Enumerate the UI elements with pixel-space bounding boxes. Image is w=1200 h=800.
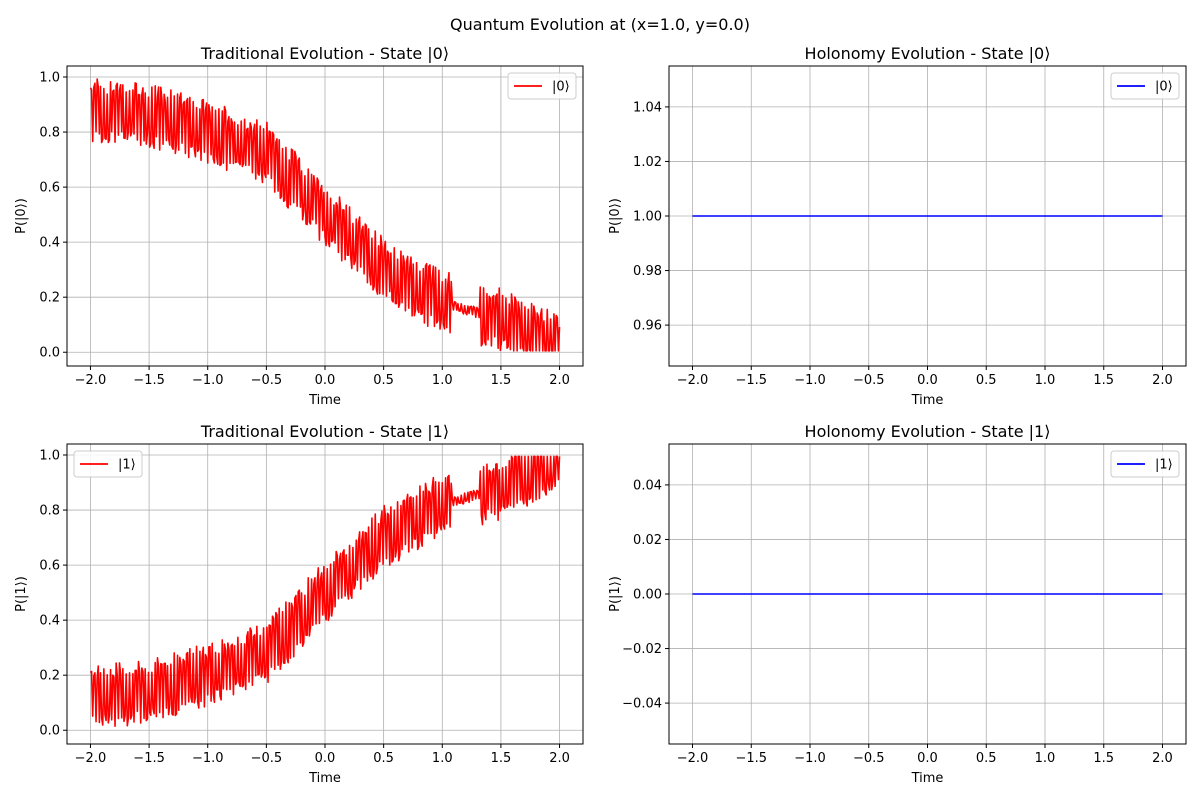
y-tick-label: 0.04 — [633, 478, 662, 493]
legend: |1⟩ — [1110, 450, 1180, 478]
y-axis-label: P(|0⟩) — [608, 198, 623, 234]
y-tick-label: 0.02 — [633, 533, 662, 548]
y-tick-label: 0.2 — [39, 669, 60, 684]
x-tick-label: −1.5 — [133, 751, 165, 766]
subplot-1: −2.0 −1.5 −1.0 −0.5 0.0 0.5 1.0 1.5 2.0 0.0 0.2 0.4… — [14, 44, 584, 408]
legend-label: |0⟩ — [552, 80, 570, 95]
x-tick-label: 0.5 — [373, 751, 394, 766]
x-tick-label: −1.5 — [735, 751, 767, 766]
subplot-title: Holonomy Evolution - State |0⟩ — [805, 44, 1051, 63]
x-tick-label: −1.0 — [794, 373, 826, 388]
y-tick-label: −0.02 — [622, 642, 662, 657]
x-tick-label: 1.5 — [1093, 373, 1114, 388]
y-tick-label: 0.8 — [39, 126, 60, 141]
x-axis-label: Time — [308, 393, 341, 408]
x-tick-label: 2.0 — [1152, 751, 1173, 766]
x-tick-label: −2.0 — [677, 751, 709, 766]
x-tick-label: −2.0 — [677, 373, 709, 388]
x-tick-label: 0.0 — [315, 751, 336, 766]
x-tick-label: 1.5 — [1093, 751, 1114, 766]
y-tick-label: 0.6 — [39, 181, 60, 196]
y-tick-label: 0.00 — [633, 588, 662, 603]
x-tick-label: 1.0 — [1035, 751, 1056, 766]
x-tick-label: 1.0 — [432, 373, 453, 388]
x-axis-label: Time — [911, 393, 944, 408]
x-tick-label: −0.5 — [251, 373, 283, 388]
series-line-1 — [89, 455, 561, 727]
legend: |0⟩ — [507, 72, 577, 100]
legend-label: |1⟩ — [118, 458, 136, 473]
legend-label: |1⟩ — [1155, 458, 1173, 473]
y-tick-label: −0.04 — [622, 697, 662, 712]
x-tick-label: −1.0 — [192, 373, 224, 388]
y-tick-label: 1.02 — [633, 155, 662, 170]
subplot-title: Holonomy Evolution - State |1⟩ — [805, 422, 1051, 441]
x-tick-label: −0.5 — [251, 751, 283, 766]
x-tick-label: −1.0 — [794, 751, 826, 766]
x-tick-label: 1.5 — [491, 373, 512, 388]
x-tick-label: 1.5 — [491, 751, 512, 766]
x-tick-label: −1.0 — [192, 751, 224, 766]
y-tick-label: 0.96 — [633, 319, 662, 334]
x-tick-label: −0.5 — [853, 373, 885, 388]
x-tick-label: 2.0 — [1152, 373, 1173, 388]
y-axis-label: P(|1⟩) — [14, 576, 29, 612]
x-tick-label: 0.0 — [917, 751, 938, 766]
x-tick-label: 2.0 — [549, 751, 570, 766]
subplot-3: −2.0 −1.5 −1.0 −0.5 0.0 0.5 1.0 1.5 2.0 0.0 0.2 0.4… — [14, 422, 584, 786]
subplot-2: −2.0 −1.5 −1.0 −0.5 0.0 0.5 1.0 1.5 2.0 0.96 0.98 1… — [608, 44, 1187, 408]
y-tick-label: 0.2 — [39, 291, 60, 306]
figure-suptitle: Quantum Evolution at (x=1.0, y=0.0) — [450, 15, 750, 34]
legend-label: |0⟩ — [1155, 80, 1173, 95]
x-axis-label: Time — [308, 771, 341, 786]
x-tick-label: −0.5 — [853, 751, 885, 766]
y-tick-label: 1.04 — [633, 100, 662, 115]
y-tick-label: 1.0 — [39, 449, 60, 464]
x-tick-label: 1.0 — [1035, 373, 1056, 388]
x-tick-label: −1.5 — [735, 373, 767, 388]
x-tick-label: 0.0 — [917, 373, 938, 388]
x-tick-label: −1.5 — [133, 373, 165, 388]
x-tick-label: 0.5 — [373, 373, 394, 388]
y-tick-label: 0.8 — [39, 504, 60, 519]
y-tick-label: 1.00 — [633, 210, 662, 225]
y-tick-label: 0.4 — [39, 614, 60, 629]
subplot-4: −2.0 −1.5 −1.0 −0.5 0.0 0.5 1.0 1.5 2.0 −0.04 −0.0… — [608, 422, 1187, 786]
x-tick-label: 2.0 — [549, 373, 570, 388]
subplot-title: Traditional Evolution - State |0⟩ — [200, 44, 449, 63]
x-tick-label: 0.0 — [315, 373, 336, 388]
x-tick-label: 1.0 — [432, 751, 453, 766]
y-axis-label: P(|1⟩) — [608, 576, 623, 612]
y-tick-label: 0.98 — [633, 264, 662, 279]
x-tick-label: −2.0 — [75, 373, 107, 388]
legend: |1⟩ — [73, 450, 143, 478]
y-tick-label: 0.0 — [39, 724, 60, 739]
x-tick-label: 0.5 — [976, 373, 997, 388]
subplot-title: Traditional Evolution - State |1⟩ — [200, 422, 449, 441]
y-tick-label: 1.0 — [39, 71, 60, 86]
x-tick-label: 0.5 — [976, 751, 997, 766]
y-axis-label: P(|0⟩) — [14, 198, 29, 234]
x-tick-label: −2.0 — [75, 751, 107, 766]
y-tick-label: 0.0 — [39, 346, 60, 361]
y-tick-label: 0.6 — [39, 559, 60, 574]
legend: |0⟩ — [1110, 72, 1180, 100]
y-tick-label: 0.4 — [39, 236, 60, 251]
axes-layer: −2.0 −1.5 −1.0 −0.5 0.0 0.5 1.0 1.5 2.0 0.0 0.2 0.4… — [14, 44, 1187, 786]
x-axis-label: Time — [911, 771, 944, 786]
series-line-1 — [89, 78, 561, 352]
